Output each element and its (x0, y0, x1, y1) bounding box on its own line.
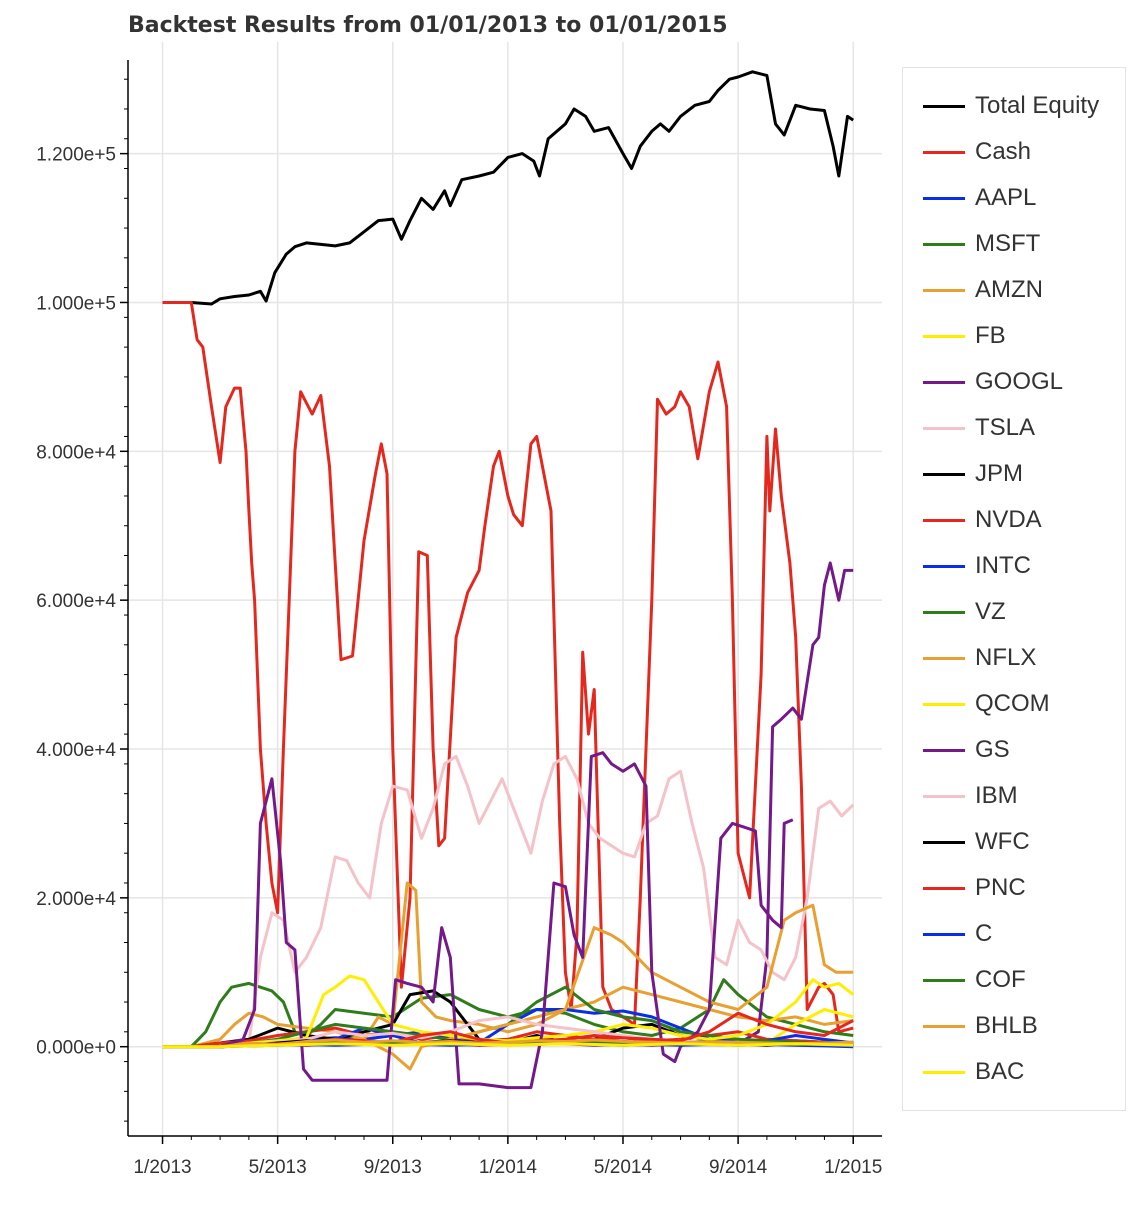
y-tick-label: 0.000e+0 (36, 1038, 116, 1059)
legend-item: MSFT (923, 221, 1040, 267)
legend-label: QCOM (975, 690, 1050, 717)
legend-item: NVDA (923, 497, 1042, 543)
legend-swatch (923, 242, 965, 246)
legend-label: GS (975, 736, 1010, 763)
legend-item: NFLX (923, 635, 1036, 681)
legend-label: TSLA (975, 414, 1036, 441)
legend-item: AAPL (923, 175, 1036, 221)
y-tick-label: 1.000e+5 (36, 293, 116, 314)
legend-item: Cash (923, 129, 1031, 175)
chart-title: Backtest Results from 01/01/2013 to 01/0… (128, 13, 728, 38)
legend-label: BAC (975, 1058, 1025, 1085)
legend-swatch (923, 104, 965, 108)
legend-item: COF (923, 957, 1026, 1003)
legend: Total Equity Cash AAPL MSFT AMZN FB GOOGL TSLA J… (902, 67, 1126, 1111)
legend-swatch (923, 610, 965, 614)
legend-label: Total Equity (975, 92, 1100, 119)
legend-label: C (975, 920, 993, 947)
y-tick-label: 6.000e+4 (36, 591, 116, 612)
x-tick-label: 5/2013 (249, 1157, 307, 1178)
legend-label: Cash (975, 138, 1032, 165)
series-line-gs (162, 751, 794, 1090)
legend-label: INTC (975, 552, 1031, 579)
legend-item: JPM (923, 451, 1023, 497)
legend-label: VZ (975, 598, 1006, 625)
legend-item: TSLA (923, 405, 1035, 451)
legend-item: WFC (923, 819, 1030, 865)
legend-item: C (923, 911, 992, 957)
legend-item: IBM (923, 773, 1018, 819)
legend-label: GOOGL (975, 368, 1064, 395)
legend-label: NVDA (975, 506, 1042, 533)
legend-swatch (923, 702, 965, 706)
legend-item: GOOGL (923, 359, 1063, 405)
x-tick-label: 1/2015 (824, 1157, 882, 1178)
legend-label: IBM (975, 782, 1018, 809)
legend-item: Total Equity (923, 83, 1099, 129)
legend-swatch (923, 978, 965, 982)
series-line-cash (162, 301, 854, 1034)
legend-label: NFLX (975, 644, 1037, 671)
legend-label: COF (975, 966, 1026, 993)
y-tick-label: 2.000e+4 (36, 889, 116, 910)
series-line-total-equity (162, 70, 855, 306)
legend-label: JPM (975, 460, 1023, 487)
series-line-bac (162, 1042, 854, 1049)
legend-label: AAPL (975, 184, 1037, 211)
grid (128, 42, 882, 1136)
legend-swatch (923, 380, 965, 384)
legend-label: BHLB (975, 1012, 1038, 1039)
legend-swatch (923, 932, 965, 936)
legend-item: AMZN (923, 267, 1043, 313)
x-tick-label: 1/2013 (133, 1157, 191, 1178)
legend-swatch (923, 794, 965, 798)
legend-swatch (923, 472, 965, 476)
legend-item: BAC (923, 1049, 1024, 1095)
y-tick-label: 8.000e+4 (36, 442, 116, 463)
series-lines (162, 70, 855, 1090)
x-tick-label: 9/2013 (364, 1157, 422, 1178)
legend-swatch (923, 656, 965, 660)
axes: 1/2013 5/2013 9/2013 1/2014 5/2014 9/2014 1/20… (36, 60, 882, 1178)
legend-swatch (923, 518, 965, 522)
legend-item: FB (923, 313, 1006, 359)
legend-swatch (923, 840, 965, 844)
legend-item: VZ (923, 589, 1006, 635)
legend-swatch (923, 150, 965, 154)
legend-label: WFC (975, 828, 1030, 855)
legend-item: QCOM (923, 681, 1050, 727)
x-tick-label: 1/2014 (479, 1157, 538, 1178)
series-line-msft (162, 978, 854, 1049)
legend-item: GS (923, 727, 1010, 773)
legend-swatch (923, 1024, 965, 1028)
legend-label: PNC (975, 874, 1026, 901)
legend-swatch (923, 564, 965, 568)
legend-swatch (923, 886, 965, 890)
legend-label: FB (975, 322, 1006, 349)
legend-label: AMZN (975, 276, 1043, 303)
y-tick-label: 4.000e+4 (36, 740, 116, 761)
legend-swatch (923, 748, 965, 752)
legend-swatch (923, 426, 965, 430)
legend-label: MSFT (975, 230, 1041, 257)
legend-item: PNC (923, 865, 1026, 911)
series-line-bhlb (162, 1038, 854, 1049)
legend-swatch (923, 1070, 965, 1074)
legend-item: BHLB (923, 1003, 1038, 1049)
legend-swatch (923, 196, 965, 200)
x-tick-label: 9/2014 (709, 1157, 768, 1178)
series-line-tsla (162, 754, 855, 1049)
legend-swatch (923, 288, 965, 292)
x-tick-label: 5/2014 (594, 1157, 653, 1178)
y-tick-label: 1.200e+5 (36, 145, 116, 166)
legend-swatch (923, 334, 965, 338)
legend-item: INTC (923, 543, 1031, 589)
